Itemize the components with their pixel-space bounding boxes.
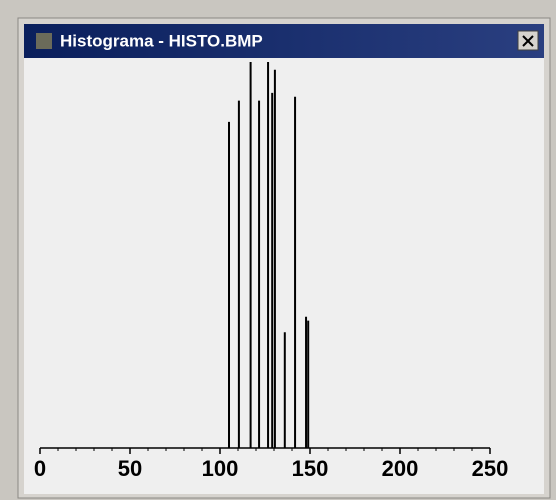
- x-tick-label: 150: [292, 456, 329, 481]
- x-tick-label: 50: [118, 456, 142, 481]
- x-tick-label: 250: [472, 456, 509, 481]
- close-button[interactable]: [517, 30, 539, 51]
- x-tick-label: 200: [382, 456, 419, 481]
- window-icon: [36, 33, 52, 49]
- x-tick-label: 100: [202, 456, 239, 481]
- x-tick-label: 0: [34, 456, 46, 481]
- window-title: Histograma - HISTO.BMP: [60, 31, 263, 50]
- plot: 0 50 100 150 200 250: [34, 62, 508, 481]
- title-bar: [24, 24, 544, 58]
